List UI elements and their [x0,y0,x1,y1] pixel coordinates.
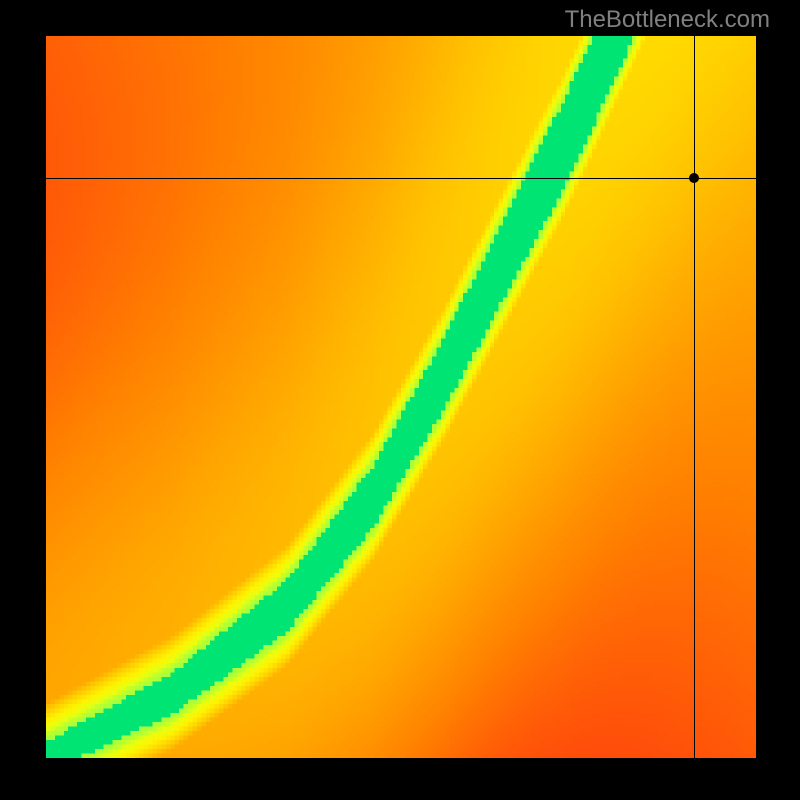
chart-container: { "canvas": { "width": 800, "height": 80… [0,0,800,800]
crosshair-horizontal [0,178,800,179]
crosshair-vertical [694,0,695,800]
bottleneck-heatmap [46,36,756,758]
crosshair-marker [689,173,699,183]
watermark-text: TheBottleneck.com [565,6,770,34]
